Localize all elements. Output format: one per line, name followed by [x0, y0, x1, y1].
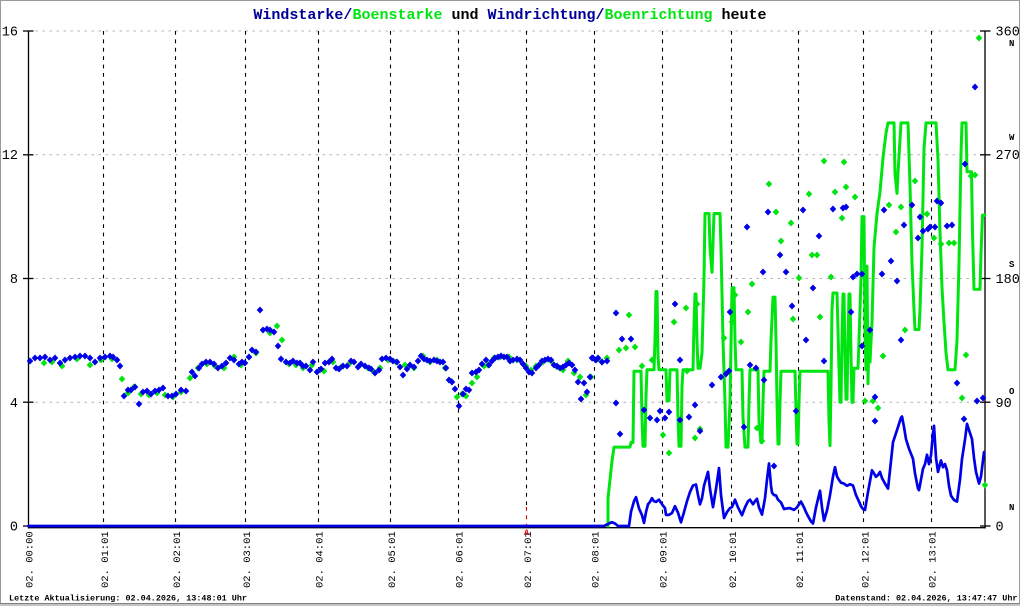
svg-text:02. 04:01: 02. 04:01 [315, 531, 327, 588]
svg-text:02. 08:01: 02. 08:01 [591, 531, 603, 588]
svg-text:4: 4 [10, 397, 18, 412]
svg-text:02. 11:01: 02. 11:01 [795, 531, 807, 588]
svg-text:270: 270 [996, 149, 1020, 164]
svg-text:8: 8 [10, 273, 18, 288]
svg-text:W: W [1009, 133, 1015, 143]
svg-text:A: A [524, 528, 530, 538]
svg-text:02. 05:01: 02. 05:01 [387, 531, 399, 588]
svg-text:90: 90 [996, 397, 1012, 412]
svg-text:O: O [1009, 387, 1015, 397]
svg-text:12: 12 [2, 149, 18, 164]
svg-text:02. 02:01: 02. 02:01 [172, 531, 184, 588]
svg-text:02. 07:01: 02. 07:01 [523, 531, 535, 588]
svg-text:02. 10:01: 02. 10:01 [728, 531, 740, 588]
svg-text:02. 13:01: 02. 13:01 [928, 531, 940, 588]
svg-text:02. 09:01: 02. 09:01 [659, 531, 671, 588]
svg-text:Letzte Aktualisierung: 02.04.2: Letzte Aktualisierung: 02.04.2026, 13:48… [9, 594, 247, 604]
svg-text:16: 16 [2, 26, 18, 41]
svg-text:Windstarke/Boenstarke und Wind: Windstarke/Boenstarke und Windrichtung/B… [253, 7, 766, 24]
svg-text:0: 0 [996, 521, 1004, 536]
svg-text:02. 06:01: 02. 06:01 [455, 531, 467, 588]
svg-text:Datenstand: 02.04.2026, 13:47:: Datenstand: 02.04.2026, 13:47:47 Uhr [835, 594, 1017, 604]
svg-text:N: N [1009, 39, 1014, 49]
svg-text:S: S [1009, 260, 1015, 270]
svg-text:02. 12:01: 02. 12:01 [860, 531, 872, 588]
svg-text:180: 180 [996, 273, 1020, 288]
svg-text:0: 0 [10, 521, 18, 536]
svg-text:02. 01:01: 02. 01:01 [100, 531, 112, 588]
svg-text:360: 360 [996, 26, 1020, 41]
svg-text:N: N [1009, 503, 1014, 513]
svg-text:02. 00:00: 02. 00:00 [25, 531, 37, 588]
svg-text:02. 03:01: 02. 03:01 [242, 531, 254, 588]
